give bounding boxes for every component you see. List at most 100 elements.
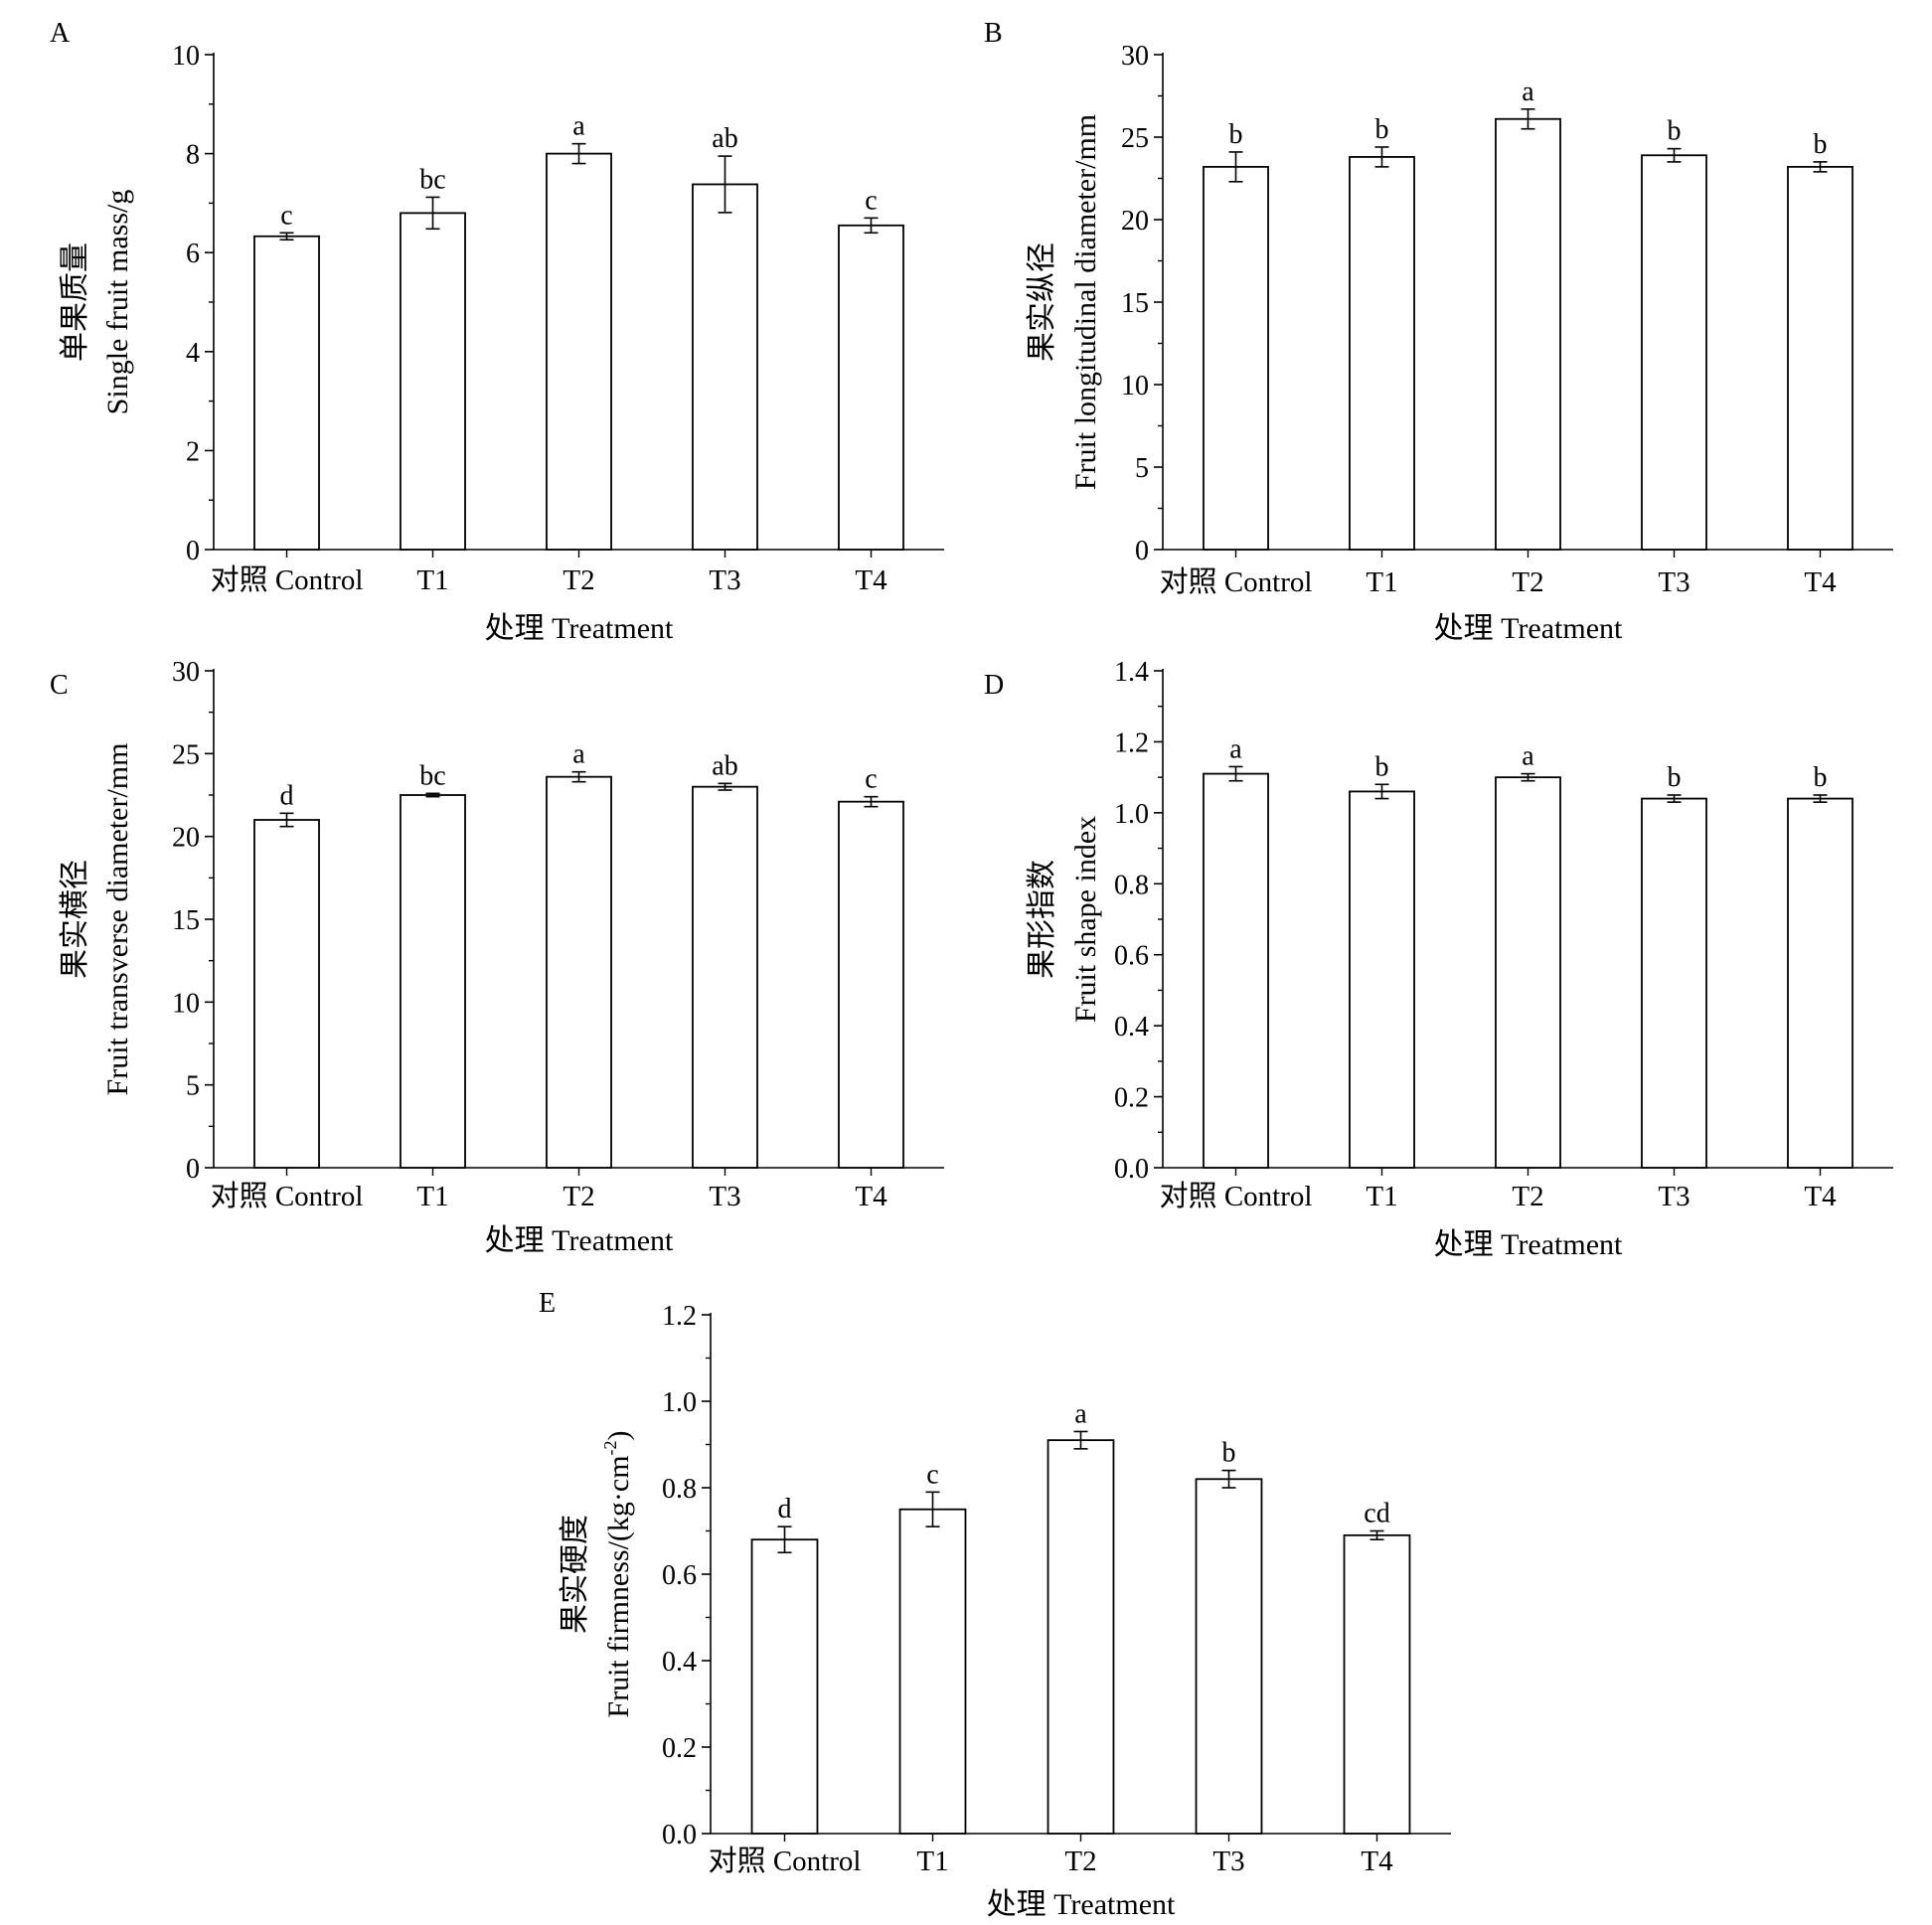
bar [1203,165,1269,551]
x-tick-label: T2 [1512,1181,1543,1212]
y-tick-label: 0.0 [1114,1154,1149,1185]
significance-letter: d [778,1494,792,1524]
bar [1787,165,1853,551]
significance-letter: b [1375,114,1389,145]
x-tick-label: T1 [416,1181,448,1212]
y-tick-label: 15 [1121,288,1149,319]
x-tick-label: T2 [1064,1845,1096,1877]
panel-label: C [50,670,69,701]
significance-letter: b [1668,116,1682,147]
bar [838,800,904,1169]
bar [400,794,466,1169]
y-axis-label-en: Fruit shape index [1069,816,1102,1023]
y-tick-label: 1.0 [662,1387,697,1418]
y-tick-label: 1.2 [1114,727,1149,758]
x-tick-label: T2 [1512,566,1543,598]
significance-letter: a [1522,77,1534,107]
y-tick-label: 0.4 [1114,1012,1149,1043]
bar [1349,790,1415,1169]
x-tick-label: 对照 Control [1160,565,1313,598]
x-tick-label: 对照 Control [211,563,364,596]
x-tick-label: T4 [1804,1181,1837,1212]
y-tick-label: 0.6 [1114,941,1149,972]
y-tick-label: 25 [172,739,200,770]
chart-panel-c: C 0 5 10 15 20 25 30 d 对照 Control bc T1 a T2 ab T3 c T4 处理… [50,657,944,1257]
x-tick-label: 对照 Control [211,1180,364,1212]
x-tick-label: T3 [1658,1181,1690,1212]
y-tick-label: 8 [186,140,200,171]
y-axis-label-superscript: -2 [600,1440,620,1455]
bar [1641,154,1707,551]
bar [1787,797,1853,1169]
y-tick-label: 0 [1135,536,1149,566]
y-tick-label: 0.2 [1114,1083,1149,1114]
y-axis-label-zh: 单果质量 [59,242,91,362]
y-axis-label-zh: 果实硬度 [559,1515,591,1634]
panel-label: A [50,18,71,49]
x-tick-label: T2 [563,564,594,596]
significance-letter: ab [712,123,737,154]
bar [546,775,612,1169]
y-tick-label: 15 [172,905,200,936]
y-tick-label: 0.6 [662,1560,697,1591]
y-tick-label: 25 [1121,123,1149,154]
bar [1495,117,1561,551]
y-axis-label-end: ) [602,1430,635,1440]
bar [1203,772,1269,1169]
significance-letter: b [1375,751,1389,782]
panel-label: B [984,18,1003,49]
y-tick-label: 30 [172,657,200,688]
x-tick-label: T3 [1212,1845,1244,1877]
panel-label: D [984,670,1004,701]
bar [750,1538,819,1835]
y-axis-label-en: Fruit transverse diameter/mm [101,743,134,1096]
significance-letter: bc [419,164,445,195]
significance-letter: d [280,780,294,811]
chart-panel-b: B 0 5 10 15 20 25 30 b 对照 Control b T1 a T2 b T3 b T4 处理 T… [984,18,1893,645]
significance-letter: a [1229,733,1242,764]
y-axis-label-zh: 果实纵径 [1026,242,1058,362]
y-tick-label: 1.2 [662,1301,697,1332]
x-tick-label: T3 [709,1181,740,1212]
bar [546,152,612,551]
significance-letter: a [572,111,585,142]
y-tick-label: 1.0 [1114,799,1149,830]
significance-letter: a [1522,741,1534,772]
x-axis-label: 处理 Treatment [987,1888,1176,1921]
bar [1195,1478,1263,1835]
significance-letter: cd [1364,1499,1389,1529]
x-axis-label: 处理 Treatment [1434,1228,1623,1261]
x-axis-label: 处理 Treatment [1434,612,1623,645]
significance-letter: c [865,764,877,795]
y-tick-label: 6 [186,239,200,269]
x-tick-label: T1 [416,564,448,596]
chart-panel-a: A 0 2 4 6 8 10 c 对照 Control bc T1 a T2 ab T3 c T4 处理 Trea… [50,18,944,645]
y-tick-label: 30 [1121,41,1149,72]
x-tick-label: T4 [1804,566,1837,598]
chart-panel-d: D 0.0 0.2 0.4 0.6 0.8 1.0 1.2 1.4 a 对照 Control b T1 a… [984,657,1893,1261]
significance-letter: c [865,185,877,216]
bar [1343,1533,1411,1835]
x-tick-label: T3 [1658,566,1690,598]
significance-letter: ab [712,750,737,781]
y-tick-label: 0.0 [662,1820,697,1850]
x-axis-label: 处理 Treatment [485,1224,674,1257]
x-tick-label: T4 [855,1181,887,1212]
x-tick-label: T2 [563,1181,594,1212]
x-tick-label: T4 [855,564,887,596]
chart-panel-e: E 0.0 0.2 0.4 0.6 0.8 1.0 1.2 d 对照 Control c T1 a T2 b… [539,1288,1451,1921]
bar [1641,797,1707,1169]
y-tick-label: 5 [186,1071,200,1102]
y-axis-label-en: Fruit longitudinal diameter/mm [1069,114,1102,490]
y-tick-label: 0.8 [662,1474,697,1505]
significance-letter: a [572,739,585,770]
y-tick-label: 0 [186,1154,200,1185]
bar [1046,1439,1115,1835]
significance-letter: bc [419,760,445,791]
significance-letter: a [1074,1398,1087,1429]
y-tick-label: 10 [172,988,200,1019]
y-axis-label-en: Fruit firmness/(kg·cm-2) [600,1430,635,1717]
x-tick-label: T1 [1366,566,1397,598]
bar [692,785,758,1169]
significance-letter: b [1814,762,1828,793]
